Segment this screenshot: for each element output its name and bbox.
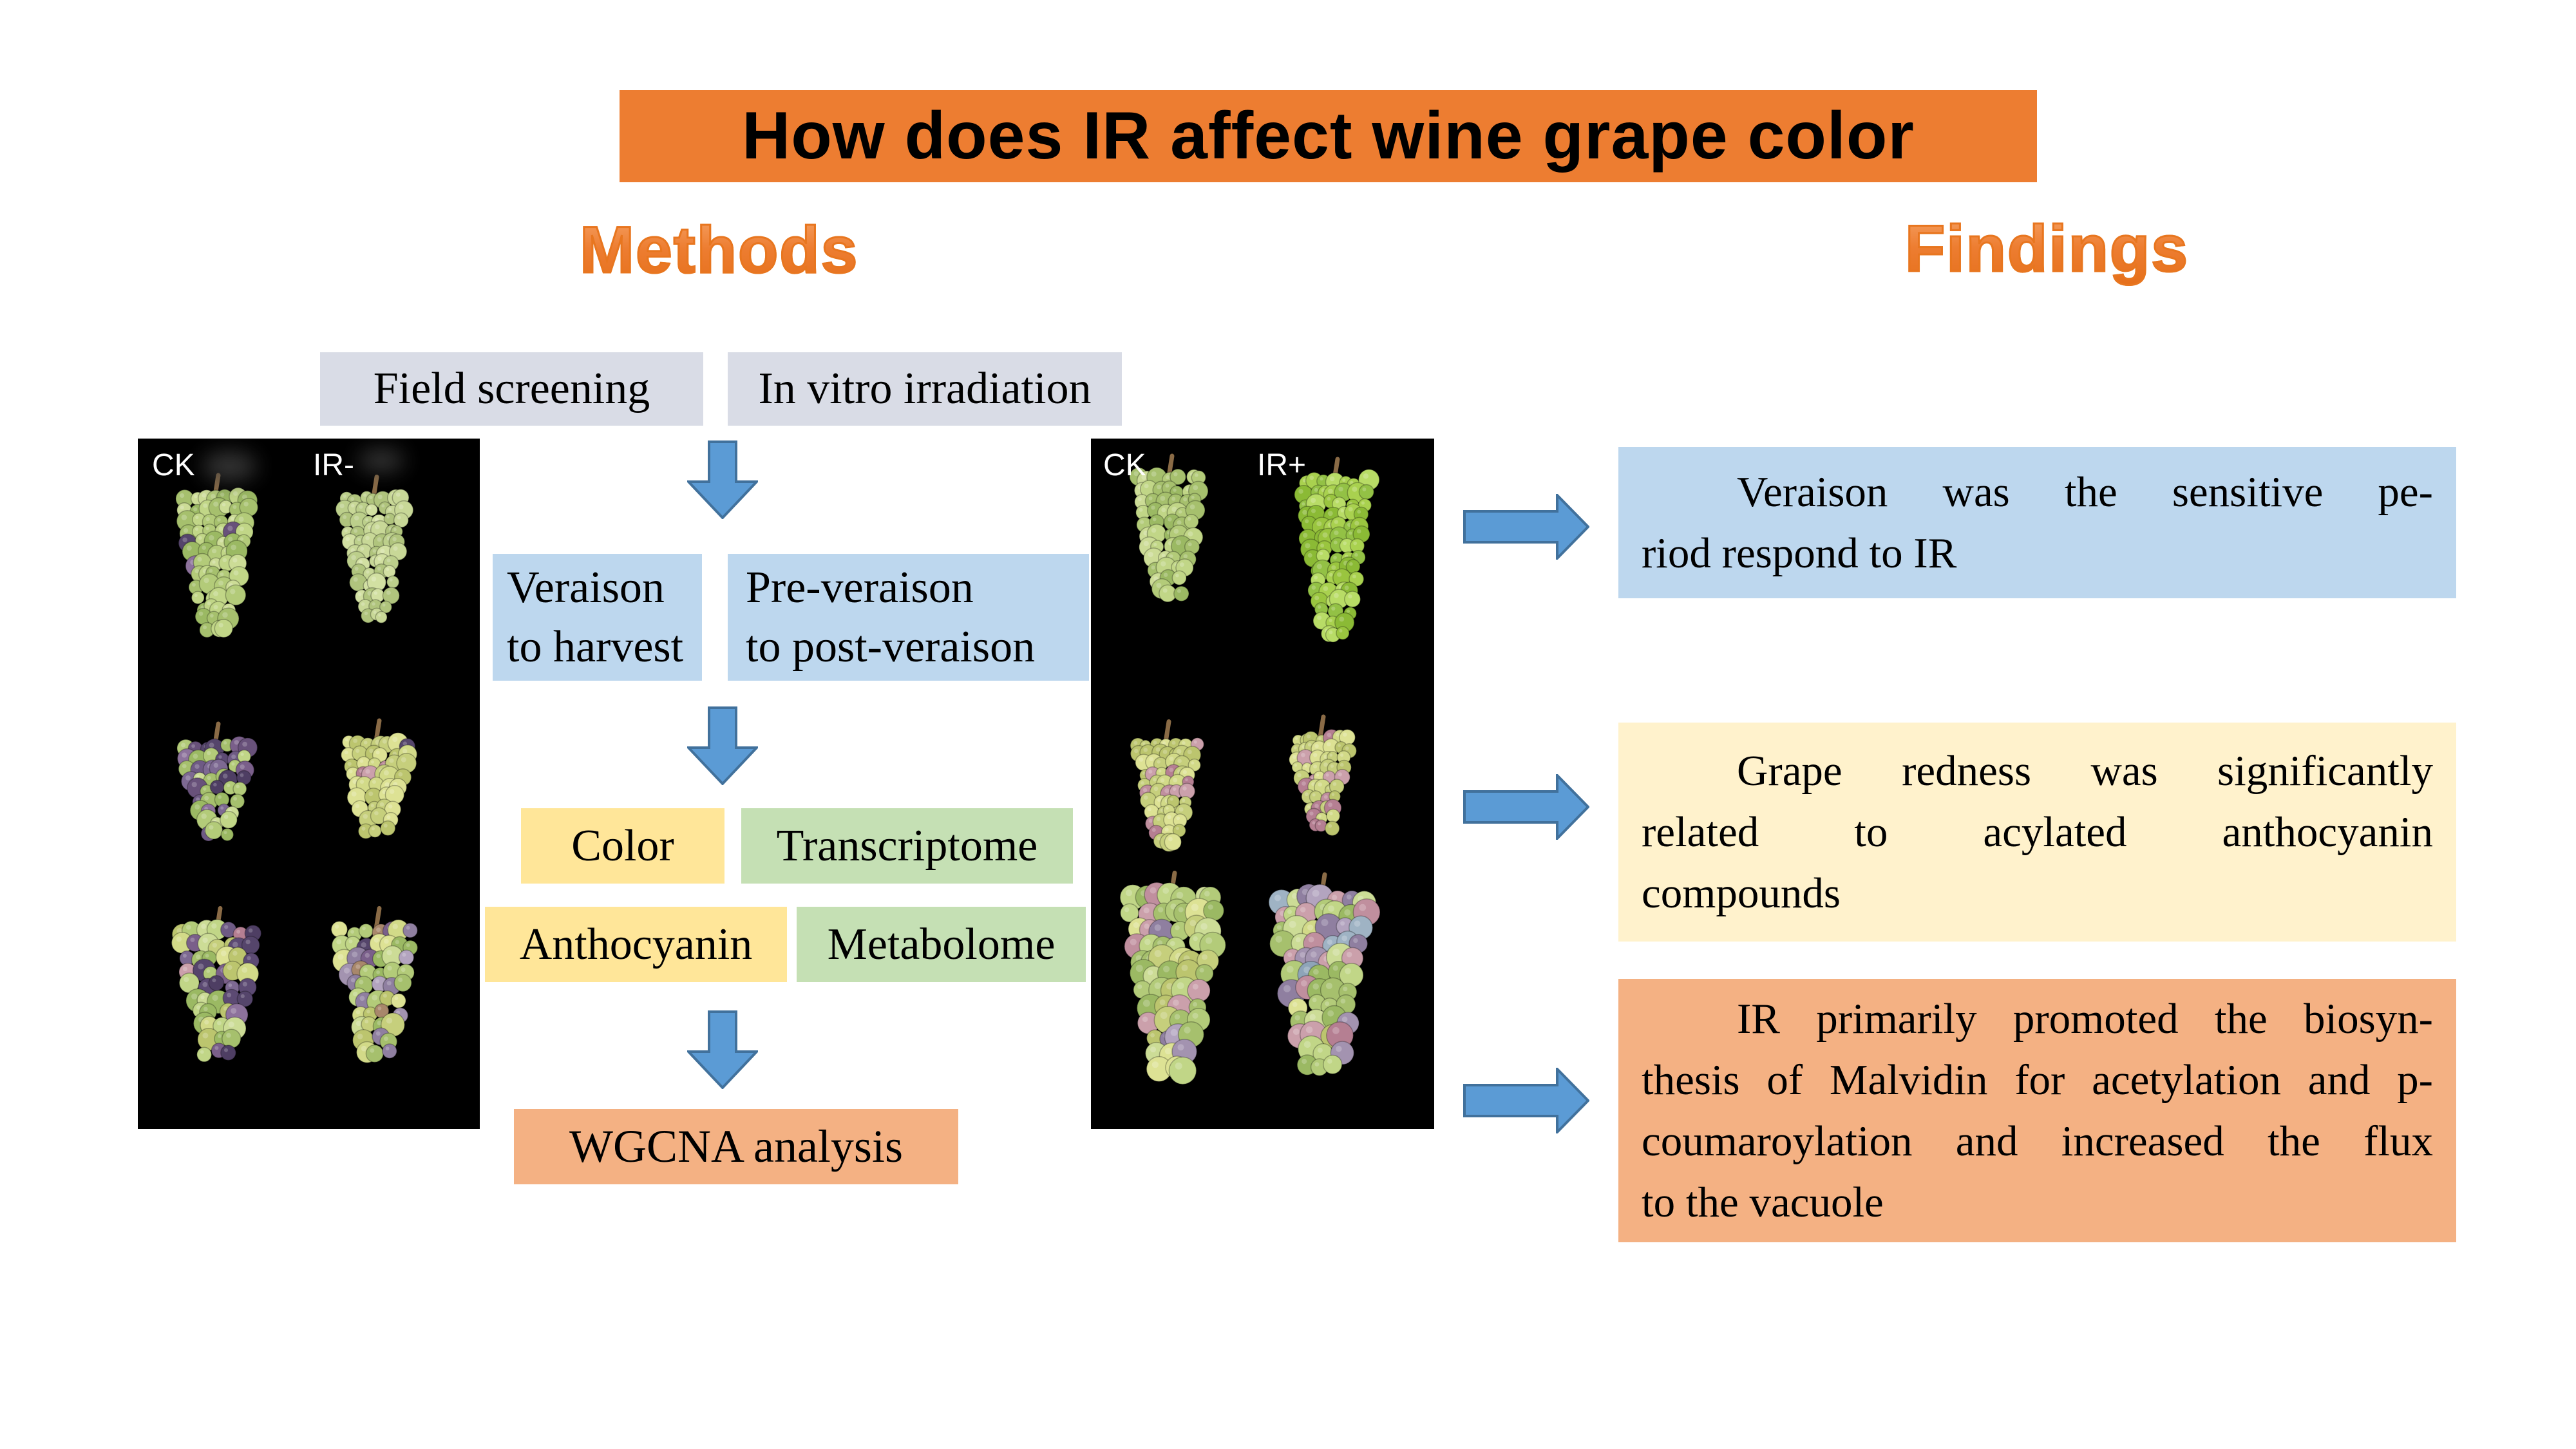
text-line: to harvest <box>507 621 684 672</box>
panel-label: CK <box>152 448 195 482</box>
text-line: Veraison was the sensitive pe- <box>1737 468 2433 516</box>
flow-box-preveraison-to-postveraison: Pre-veraison to post-veraison <box>728 554 1089 681</box>
text-line: thesis of Malvidin for acetylation and p… <box>1642 1056 2433 1104</box>
down-arrow-icon <box>687 1010 758 1089</box>
text-line: Grape redness was significantly <box>1737 746 2433 795</box>
flow-box-metabolome: Metabolome <box>797 907 1086 982</box>
right-arrow-icon <box>1463 494 1589 560</box>
panel-label: CK <box>1103 448 1146 482</box>
panel-label: IR+ <box>1257 448 1307 482</box>
text-line: IR primarily promoted the biosyn- <box>1737 994 2433 1043</box>
text-line: Pre-veraison <box>746 562 974 612</box>
flow-box-wgcna-analysis: WGCNA analysis <box>514 1109 958 1184</box>
field-screening-grape-photo-panel: CK IR- <box>138 439 480 1129</box>
flow-box-anthocyanin: Anthocyanin <box>485 907 787 982</box>
text-line: coumaroylation and increased the flux <box>1642 1117 2433 1165</box>
right-arrow-icon <box>1463 1068 1589 1133</box>
findings-section-label: Findings <box>1904 211 2189 287</box>
text-line: Veraison <box>507 562 665 612</box>
blurred-mark <box>358 449 404 472</box>
flow-box-field-screening: Field screening <box>320 352 703 426</box>
page-title: How does IR affect wine grape color <box>742 99 1915 173</box>
methods-section-label: Methods <box>578 213 859 288</box>
blurred-mark <box>202 451 257 481</box>
finding-box-malvidin-flux: IR primarily promoted the biosyn-thesis … <box>1618 979 2456 1242</box>
finding-box-grape-redness: Grape redness was significantly related t… <box>1618 723 2456 942</box>
down-arrow-icon <box>687 440 758 519</box>
finding-box-veraison-sensitive: Veraison was the sensitive pe-riod respo… <box>1618 447 2456 598</box>
flow-box-veraison-to-harvest: Veraison to harvest <box>493 554 702 681</box>
flow-box-in-vitro-irradiation: In vitro irradiation <box>728 352 1122 426</box>
grape-clusters-image <box>171 473 419 1064</box>
grape-clusters-image <box>1119 453 1381 1085</box>
text-line: riod respond to IR <box>1642 529 1957 577</box>
down-arrow-icon <box>687 706 758 785</box>
text-line: compounds <box>1642 869 1841 917</box>
flow-box-transcriptome: Transcriptome <box>741 808 1073 884</box>
flow-box-color: Color <box>521 808 724 884</box>
text-line: to the vacuole <box>1642 1178 1884 1226</box>
panel-label: IR- <box>313 448 354 482</box>
right-arrow-icon <box>1463 774 1589 840</box>
title-banner: How does IR affect wine grape color <box>620 90 2037 182</box>
in-vitro-grape-photo-panel: CK IR+ <box>1091 439 1434 1129</box>
text-line: to post-veraison <box>746 621 1036 672</box>
text-line: related to acylated anthocyanin <box>1642 808 2433 856</box>
